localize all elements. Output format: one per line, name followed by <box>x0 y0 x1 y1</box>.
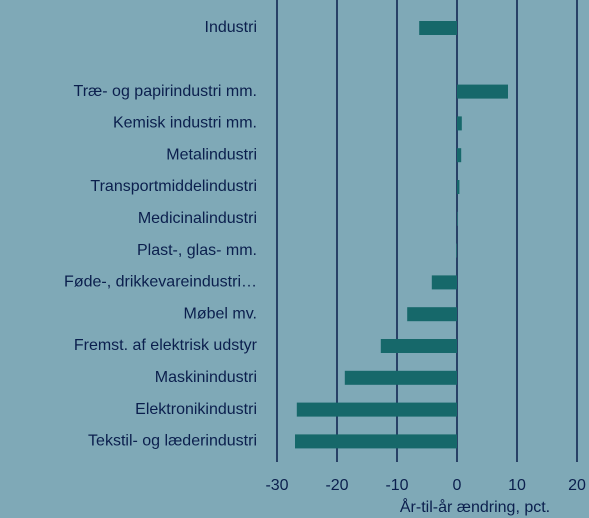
y-tick-label: Tekstil- og læderindustri <box>88 433 257 450</box>
y-tick-label: Kemisk industri mm. <box>113 115 257 132</box>
x-tick-label: -10 <box>385 477 408 494</box>
x-axis-label: År-til-år ændring, pct. <box>400 497 550 516</box>
y-tick-label: Transportmiddelindustri <box>90 178 257 195</box>
x-tick-label: -30 <box>265 477 288 494</box>
bar <box>456 243 457 258</box>
y-tick-label: Elektronikindustri <box>135 401 257 418</box>
y-tick-label: Maskinindustri <box>155 369 257 386</box>
bar <box>457 180 460 194</box>
bar <box>419 21 457 35</box>
bar <box>457 84 508 99</box>
bar <box>344 370 457 385</box>
bar <box>407 307 457 322</box>
x-tick-label: 0 <box>453 477 462 494</box>
y-tick-label: Møbel mv. <box>184 305 257 322</box>
bar <box>457 148 462 163</box>
x-tick-label: -20 <box>325 477 348 494</box>
bar <box>457 116 462 131</box>
y-tick-label: Industri <box>205 19 257 36</box>
bar <box>431 275 457 290</box>
y-tick-label: Fremst. af elektrisk udstyr <box>74 337 258 354</box>
y-tick-label: Metalindustri <box>166 146 257 163</box>
y-tick-label: Træ- og papirindustri mm. <box>74 83 257 100</box>
bar <box>457 211 458 226</box>
y-tick-label: Føde-, drikkevareindustri… <box>64 274 257 291</box>
bar <box>296 402 457 417</box>
y-tick-label: Plast-, glas- mm. <box>137 242 257 259</box>
x-tick-label: 10 <box>508 477 526 494</box>
y-tick-label: Medicinalindustri <box>138 210 257 227</box>
bar <box>295 434 457 449</box>
x-tick-label: 20 <box>568 477 586 494</box>
bar <box>380 339 457 353</box>
